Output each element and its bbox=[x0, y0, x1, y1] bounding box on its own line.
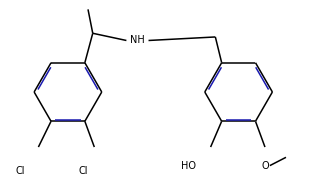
Text: Cl: Cl bbox=[16, 166, 25, 176]
Text: Cl: Cl bbox=[79, 166, 88, 176]
Text: NH: NH bbox=[130, 36, 145, 45]
Text: HO: HO bbox=[180, 161, 196, 171]
Text: O: O bbox=[262, 161, 269, 171]
